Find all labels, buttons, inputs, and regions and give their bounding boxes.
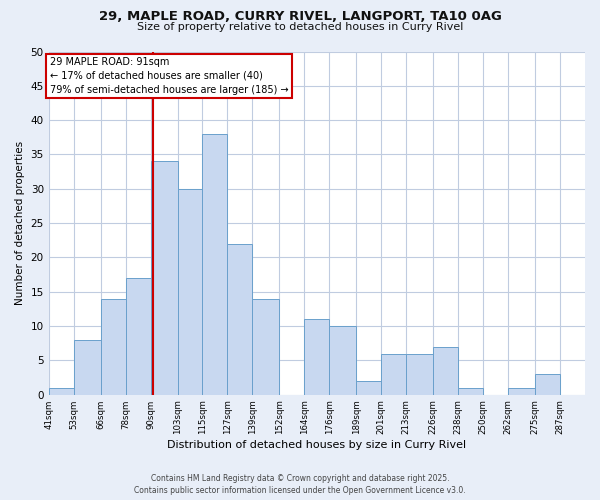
Bar xyxy=(304,319,329,394)
Bar xyxy=(49,388,74,394)
Bar xyxy=(381,354,406,395)
Bar xyxy=(356,381,381,394)
Text: Contains HM Land Registry data © Crown copyright and database right 2025.
Contai: Contains HM Land Registry data © Crown c… xyxy=(134,474,466,495)
Bar xyxy=(101,298,125,394)
Bar xyxy=(406,354,433,395)
Bar xyxy=(202,134,227,394)
Bar xyxy=(125,278,151,394)
Text: 29, MAPLE ROAD, CURRY RIVEL, LANGPORT, TA10 0AG: 29, MAPLE ROAD, CURRY RIVEL, LANGPORT, T… xyxy=(98,10,502,23)
Bar xyxy=(74,340,101,394)
X-axis label: Distribution of detached houses by size in Curry Rivel: Distribution of detached houses by size … xyxy=(167,440,466,450)
Bar xyxy=(458,388,483,394)
Text: Size of property relative to detached houses in Curry Rivel: Size of property relative to detached ho… xyxy=(137,22,463,32)
Bar xyxy=(535,374,560,394)
Y-axis label: Number of detached properties: Number of detached properties xyxy=(15,141,25,305)
Bar xyxy=(329,326,356,394)
Bar xyxy=(178,189,202,394)
Bar xyxy=(433,346,458,395)
Bar xyxy=(508,388,535,394)
Bar xyxy=(151,162,178,394)
Text: 29 MAPLE ROAD: 91sqm
← 17% of detached houses are smaller (40)
79% of semi-detac: 29 MAPLE ROAD: 91sqm ← 17% of detached h… xyxy=(50,57,289,95)
Bar xyxy=(253,298,280,394)
Bar xyxy=(227,244,253,394)
